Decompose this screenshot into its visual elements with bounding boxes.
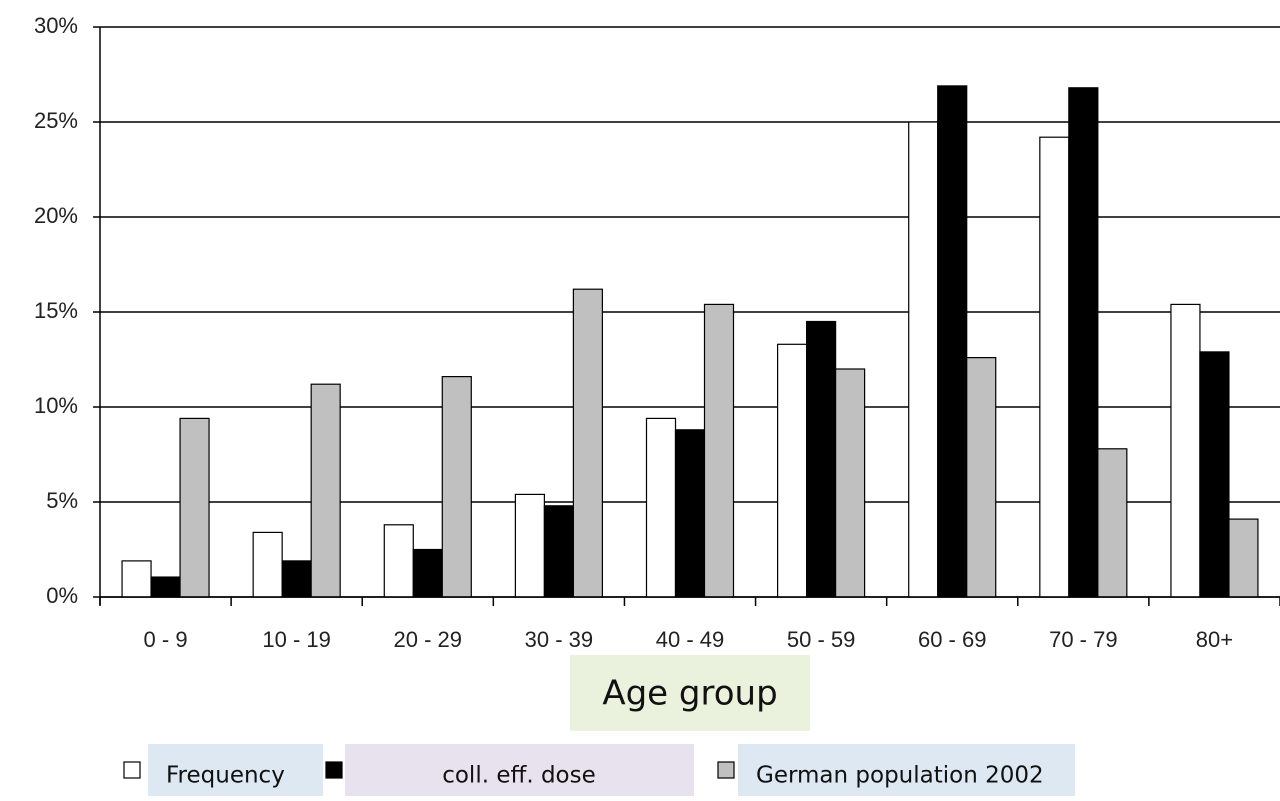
legend-box (738, 744, 1075, 796)
x-tick-label: 40 - 49 (656, 627, 725, 652)
x-tick-label: 80+ (1196, 627, 1233, 652)
x-tick-label: 0 - 9 (144, 627, 188, 652)
y-tick-label: 25% (34, 108, 78, 133)
bar (383, 524, 414, 598)
bar (703, 303, 735, 598)
bar (514, 493, 545, 598)
bar (908, 121, 939, 598)
bar (966, 357, 997, 598)
bar (806, 320, 837, 598)
legend-box (345, 744, 694, 796)
y-tick-label: 5% (46, 488, 78, 513)
bar (441, 376, 472, 598)
bar (1039, 136, 1070, 598)
bar (252, 531, 283, 598)
legend-label: coll. eff. dose (442, 763, 596, 789)
bar (572, 288, 603, 598)
bar (281, 560, 312, 598)
x-tick-label: 60 - 69 (918, 627, 987, 652)
y-tick-label: 30% (34, 13, 78, 38)
bar (1228, 518, 1259, 598)
bar (310, 383, 341, 598)
x-tick-label: 70 - 79 (1049, 627, 1118, 652)
bar (1170, 303, 1201, 598)
bar (674, 429, 706, 598)
bar (150, 576, 181, 598)
x-tick-label: 30 - 39 (525, 627, 594, 652)
x-title-box (570, 655, 810, 731)
legend-box (148, 744, 323, 796)
bar (1199, 351, 1230, 598)
bar (835, 368, 866, 598)
legend-label: German population 2002 (756, 763, 1044, 789)
x-tick-label: 20 - 29 (394, 627, 463, 652)
legend-label: Frequency (166, 763, 285, 789)
legend (148, 744, 1075, 796)
legend-swatch (123, 761, 141, 779)
x-tick-label: 50 - 59 (787, 627, 856, 652)
bar (121, 560, 152, 598)
y-tick-label: 15% (34, 298, 78, 323)
legend-swatch (717, 761, 735, 779)
y-tick-label: 20% (34, 203, 78, 228)
bar (543, 505, 574, 598)
bar (1097, 448, 1128, 598)
bar (1068, 87, 1099, 598)
bar (645, 417, 677, 598)
x-axis-title: Age group (602, 674, 777, 714)
bar (777, 343, 808, 598)
bar (179, 417, 210, 598)
y-tick-label: 0% (46, 583, 78, 608)
bar (937, 85, 968, 598)
x-tick-label: 10 - 19 (262, 627, 331, 652)
y-tick-label: 10% (34, 393, 78, 418)
bar (412, 548, 443, 598)
legend-swatch (325, 761, 343, 779)
